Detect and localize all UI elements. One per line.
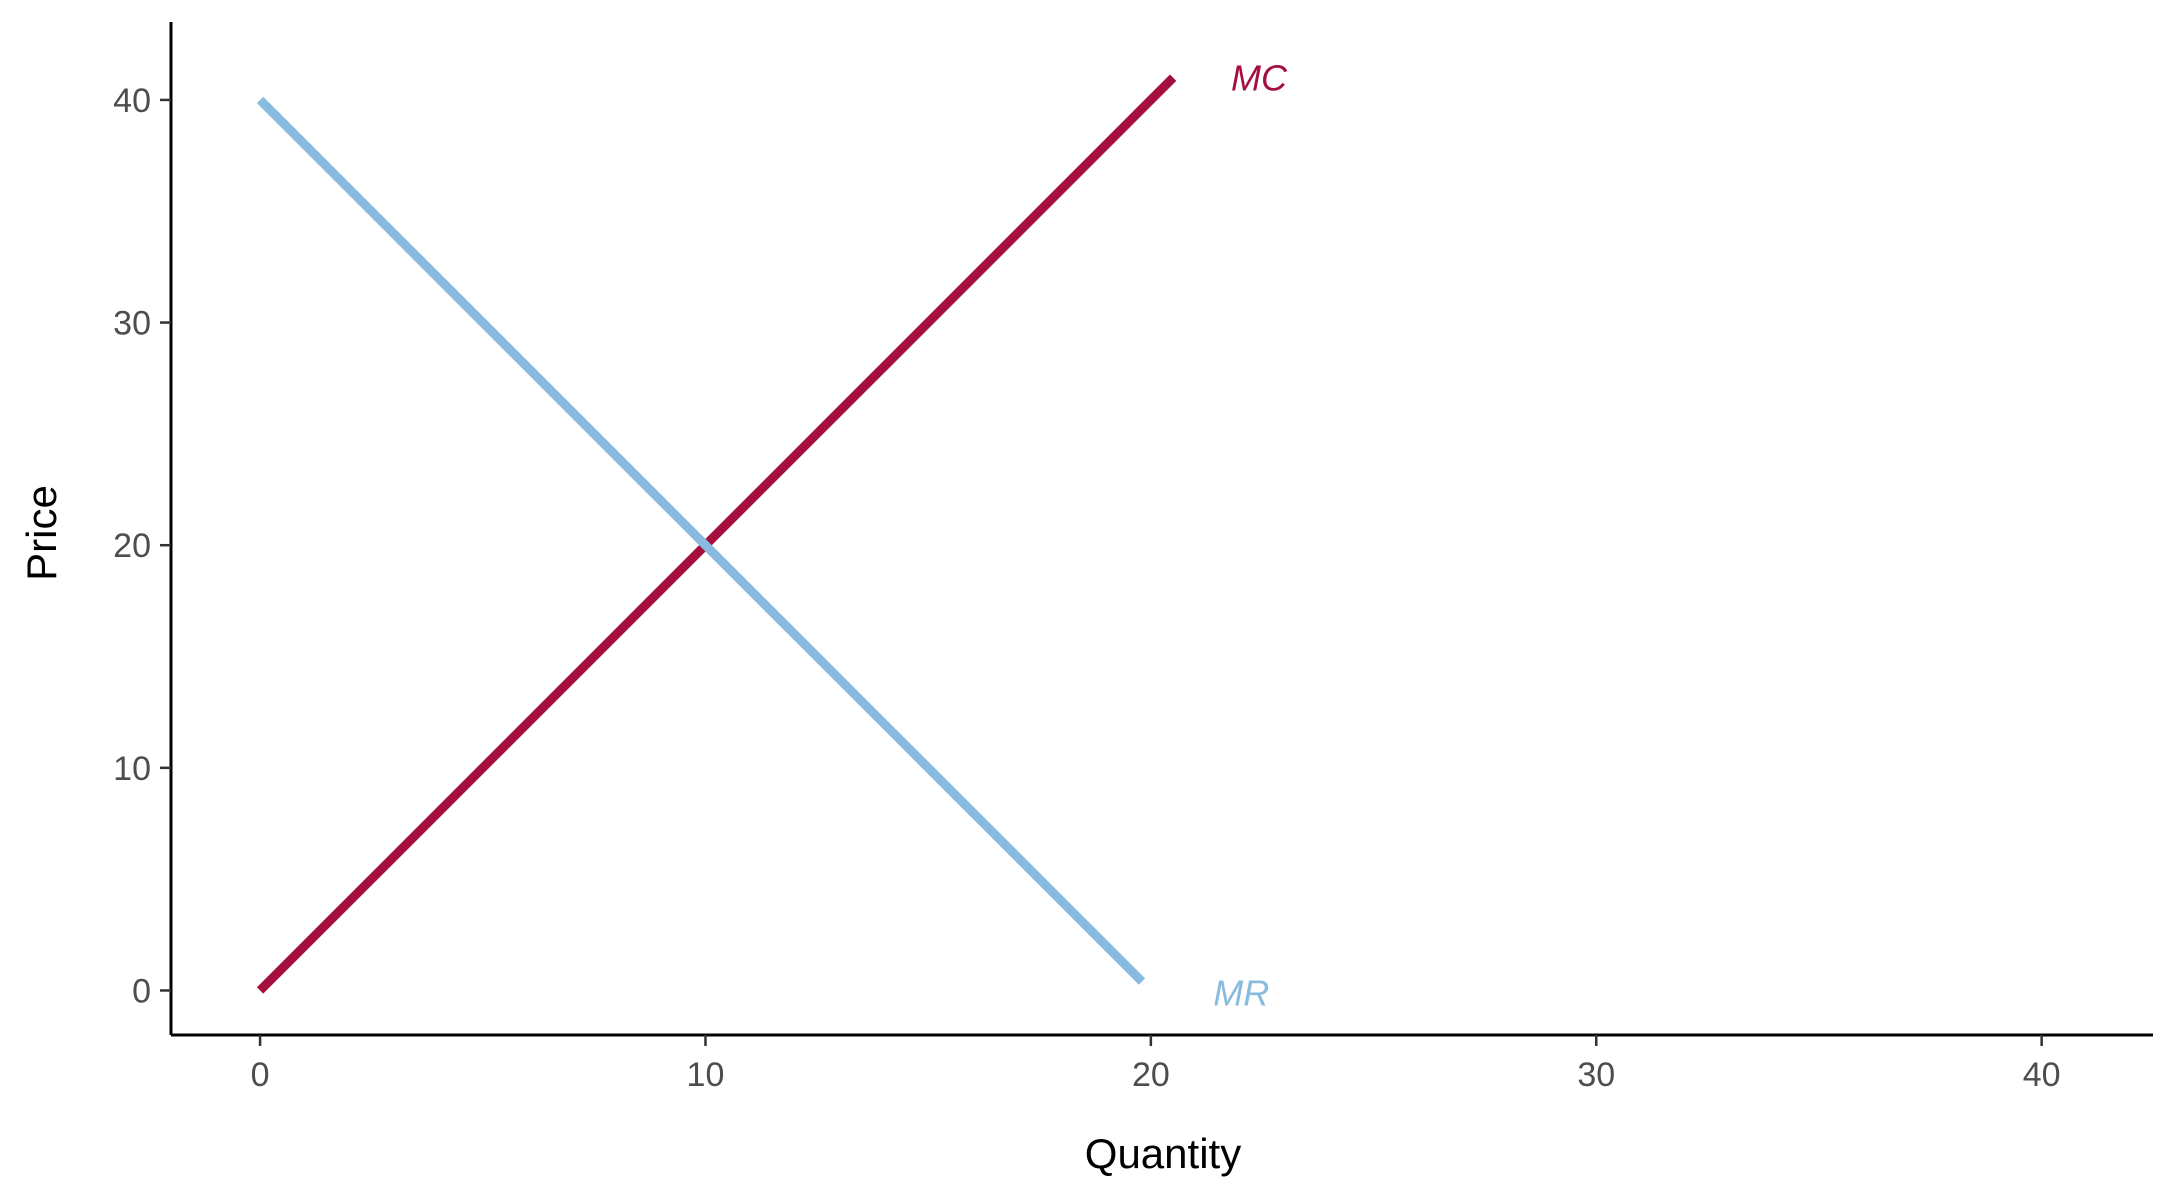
series-line-mr: [256, 96, 1146, 985]
x-tick-label: 0: [251, 1056, 270, 1094]
y-tick-label: 0: [132, 972, 151, 1010]
y-tick-label: 10: [113, 750, 151, 788]
y-tick-label: 40: [113, 82, 151, 120]
x-tick-label: 20: [1132, 1056, 1170, 1094]
series-lines: [256, 74, 1177, 994]
y-tick-label: 30: [113, 305, 151, 343]
series-line-mc: [256, 74, 1177, 994]
x-tick-label: 10: [687, 1056, 725, 1094]
series-label-mr: MR: [1213, 973, 1269, 1014]
series-label-mc: MC: [1231, 58, 1288, 99]
y-axis-title: Price: [18, 485, 65, 581]
x-tick-label: 30: [1577, 1056, 1615, 1094]
x-tick-label: 40: [2023, 1056, 2061, 1094]
series-labels: MC MR: [1213, 58, 1288, 1014]
x-axis-title: Quantity: [1085, 1130, 1241, 1177]
y-tick-label: 20: [113, 527, 151, 565]
axes: 0 10 20 30 40 0 10 20 30 40: [113, 22, 2153, 1094]
